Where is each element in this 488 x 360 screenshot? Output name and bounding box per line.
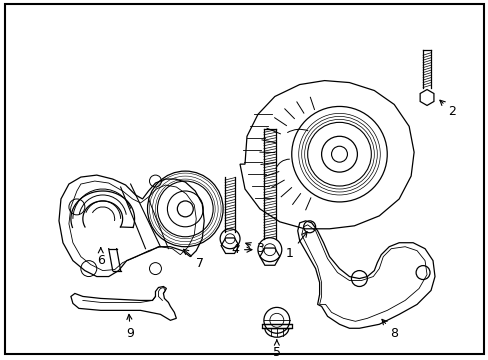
Text: 8: 8 <box>381 319 397 340</box>
Text: 7: 7 <box>183 249 204 270</box>
Text: 5: 5 <box>272 340 280 359</box>
Text: 6: 6 <box>97 248 104 267</box>
Text: 1: 1 <box>285 232 306 260</box>
Polygon shape <box>262 324 291 328</box>
Text: 4: 4 <box>231 243 251 256</box>
Text: 2: 2 <box>439 100 455 118</box>
Text: 9: 9 <box>126 314 134 340</box>
Text: 3: 3 <box>245 242 264 255</box>
